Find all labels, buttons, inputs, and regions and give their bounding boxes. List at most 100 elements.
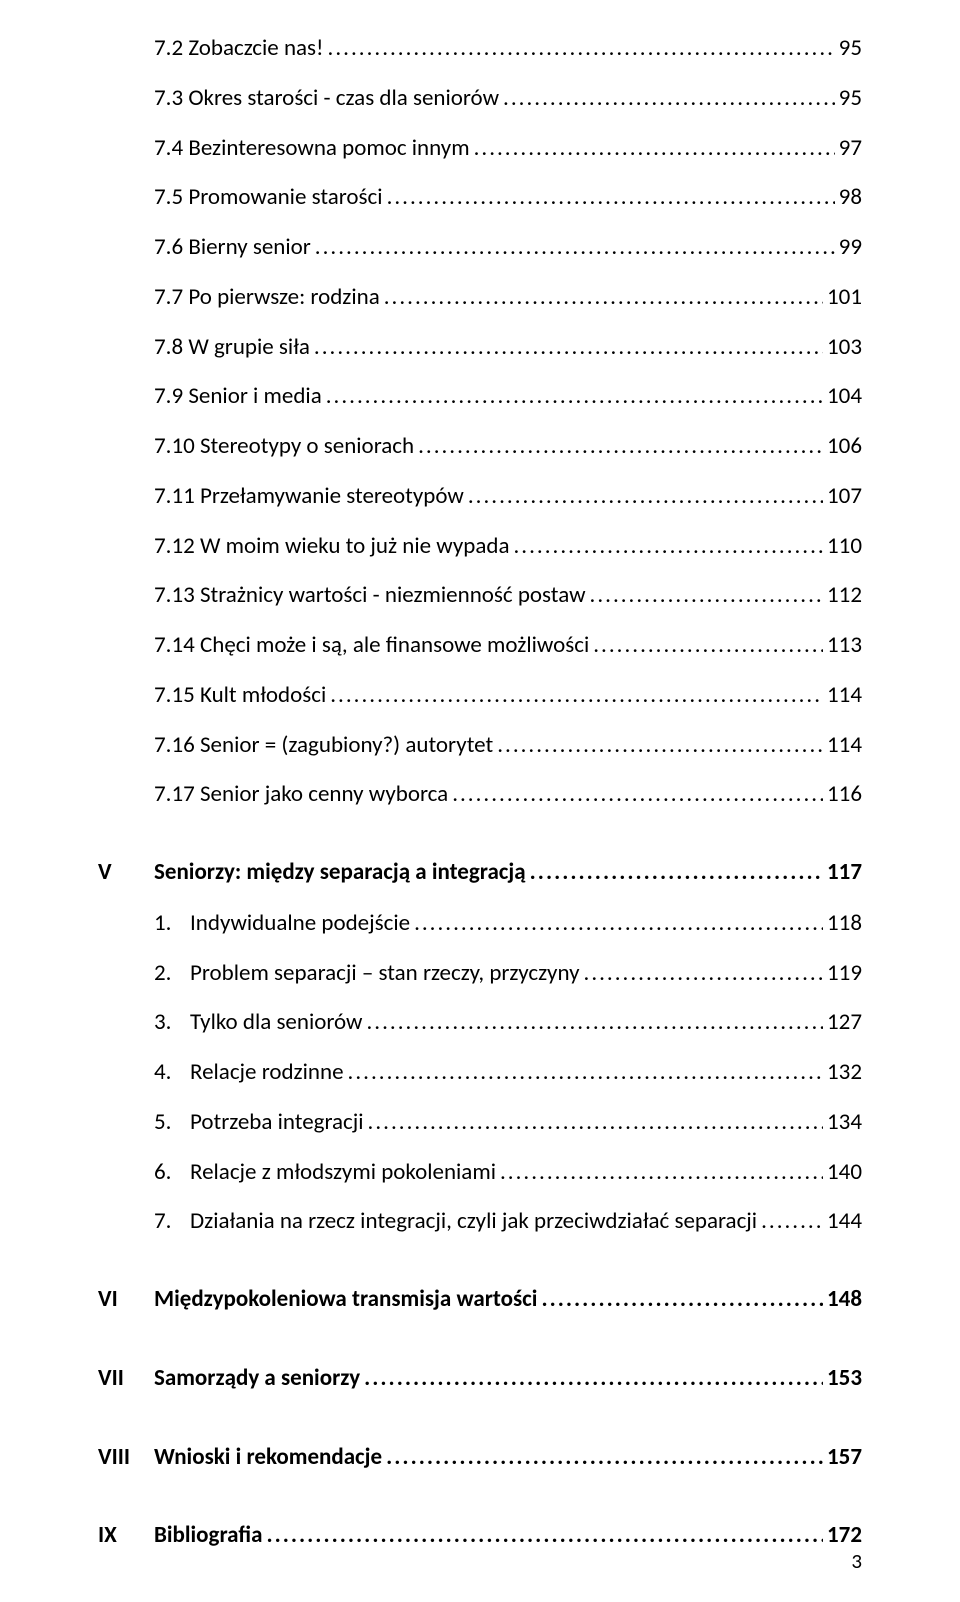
chapter-page: 157 [827, 1443, 862, 1472]
toc-num-item: 4.Relacje rodzinne132 [154, 1058, 862, 1087]
toc-chapter-item: VIIIWnioski i rekomendacje157 [98, 1443, 862, 1472]
toc-num-item: 6.Relacje z młodszymi pokoleniami 140 [154, 1158, 862, 1187]
toc-sub-list-a: 7.2 Zobaczcie nas!957.3 Okres starości -… [98, 34, 862, 809]
chapter-number: VI [98, 1285, 154, 1314]
chapter-number: IX [98, 1521, 154, 1550]
toc-page: 116 [827, 780, 862, 809]
toc-item-number: 5. [154, 1108, 190, 1137]
toc-item-number: 7. [154, 1207, 190, 1236]
toc-label: 7.6 Bierny senior [154, 233, 311, 262]
toc-chapter-item: IXBibliografia172 [98, 1521, 862, 1550]
toc-sub-item: 7.8 W grupie siła103 [154, 333, 862, 362]
toc-item-number: 4. [154, 1058, 190, 1087]
toc-sub-item: 7.6 Bierny senior99 [154, 233, 862, 262]
toc-page: 98 [839, 183, 862, 212]
toc-label: 7.3 Okres starości - czas dla seniorów [154, 84, 499, 113]
toc-page: 144 [827, 1207, 862, 1236]
toc-dots [418, 432, 823, 461]
toc-page: 134 [827, 1108, 862, 1137]
toc-dots [468, 482, 823, 511]
toc-dots [452, 780, 823, 809]
chapter-number: VII [98, 1364, 154, 1393]
toc-dots [266, 1521, 823, 1550]
chapter-page: 153 [827, 1364, 862, 1393]
toc-page: 127 [827, 1008, 862, 1037]
toc-page: 95 [839, 34, 862, 63]
toc-dots [364, 1364, 823, 1393]
toc-dots [513, 532, 823, 561]
toc-sub-item: 7.4 Bezinteresowna pomoc innym 97 [154, 134, 862, 163]
toc-sub-item: 7.13 Strażnicy wartości - niezmienność p… [154, 581, 862, 610]
toc-chapter-item: VIISamorządy a seniorzy 153 [98, 1364, 862, 1393]
toc-dots [414, 909, 823, 938]
toc-label: 7.2 Zobaczcie nas! [154, 34, 324, 63]
toc-sub-item: 7.14 Chęci może i są, ale finansowe możl… [154, 631, 862, 660]
toc-label: Problem separacji – stan rzeczy, przyczy… [190, 959, 580, 988]
toc-sub-item: 7.12 W moim wieku to już nie wypada110 [154, 532, 862, 561]
chapter-label: Międzypokoleniowa transmisja wartości [154, 1285, 537, 1314]
toc-dots [367, 1008, 824, 1037]
chapter-label: Wnioski i rekomendacje [154, 1443, 382, 1472]
toc-sub-item: 7.5 Promowanie starości98 [154, 183, 862, 212]
chapter-page: 172 [827, 1521, 862, 1550]
toc-dots [326, 382, 823, 411]
toc-dots [590, 581, 823, 610]
toc-num-item: 7.Działania na rzecz integracji, czyli j… [154, 1207, 862, 1236]
toc-num-item: 3.Tylko dla seniorów127 [154, 1008, 862, 1037]
toc-dots [328, 34, 835, 63]
toc-dots [314, 333, 823, 362]
toc-dots [474, 134, 835, 163]
toc-dots [500, 1158, 823, 1187]
toc-page: 112 [827, 581, 862, 610]
toc-dots [541, 1285, 823, 1314]
toc-label: 7.8 W grupie siła [154, 333, 310, 362]
chapter-page: 117 [827, 858, 862, 887]
chapter-label: Samorządy a seniorzy [154, 1364, 360, 1393]
toc-label: 7.11 Przełamywanie stereotypów [154, 482, 464, 511]
toc-dots [384, 283, 823, 312]
toc-item-number: 1. [154, 909, 190, 938]
page-number: 3 [851, 1548, 862, 1574]
toc-chapter-v: V Seniorzy: między separacją a integracj… [98, 858, 862, 887]
chapter-number: V [98, 858, 154, 887]
toc-label: 7.15 Kult młodości [154, 681, 326, 710]
toc-dots [387, 183, 835, 212]
toc-item-number: 2. [154, 959, 190, 988]
toc-page: 95 [839, 84, 862, 113]
toc-item-number: 6. [154, 1158, 190, 1187]
toc-dots [530, 858, 823, 887]
toc-label: 7.12 W moim wieku to już nie wypada [154, 532, 509, 561]
toc-page: 140 [827, 1158, 862, 1187]
toc-label: 7.9 Senior i media [154, 382, 322, 411]
toc-dots [348, 1058, 823, 1087]
toc-sub-item: 7.10 Stereotypy o seniorach106 [154, 432, 862, 461]
toc-dots [584, 959, 824, 988]
toc-page: 132 [827, 1058, 862, 1087]
toc-num-list-v: 1.Indywidualne podejście118 2.Problem sep… [98, 909, 862, 1236]
toc-page: 119 [827, 959, 862, 988]
toc-label: 7.14 Chęci może i są, ale finansowe możl… [154, 631, 589, 660]
gap [98, 1257, 862, 1285]
toc-chapters-rest: VIMiędzypokoleniowa transmisja wartości 1… [98, 1285, 862, 1550]
toc-label: 7.13 Strażnicy wartości - niezmienność p… [154, 581, 586, 610]
gap [98, 1336, 862, 1364]
toc-page: 101 [827, 283, 862, 312]
toc-label: Indywidualne podejście [190, 909, 410, 938]
chapter-page: 148 [827, 1285, 862, 1314]
toc-sub-item: 7.2 Zobaczcie nas! 95 [154, 34, 862, 63]
toc-page: 106 [827, 432, 862, 461]
toc-sub-item: 7.15 Kult młodości 114 [154, 681, 862, 710]
toc-sub-item: 7.16 Senior = (zagubiony?) autorytet114 [154, 731, 862, 760]
toc-num-item: 1.Indywidualne podejście118 [154, 909, 862, 938]
page-container: 7.2 Zobaczcie nas!957.3 Okres starości -… [0, 0, 960, 1602]
toc-page: 104 [827, 382, 862, 411]
toc-label: 7.16 Senior = (zagubiony?) autorytet [154, 731, 493, 760]
toc-label: Relacje z młodszymi pokoleniami [190, 1158, 496, 1187]
toc-label: 7.4 Bezinteresowna pomoc innym [154, 134, 470, 163]
toc-label: 7.7 Po pierwsze: rodzina [154, 283, 380, 312]
toc-page: 97 [839, 134, 862, 163]
toc-sub-item: 7.3 Okres starości - czas dla seniorów 95 [154, 84, 862, 113]
gap [98, 830, 862, 858]
toc-dots [761, 1207, 823, 1236]
toc-page: 114 [827, 681, 862, 710]
